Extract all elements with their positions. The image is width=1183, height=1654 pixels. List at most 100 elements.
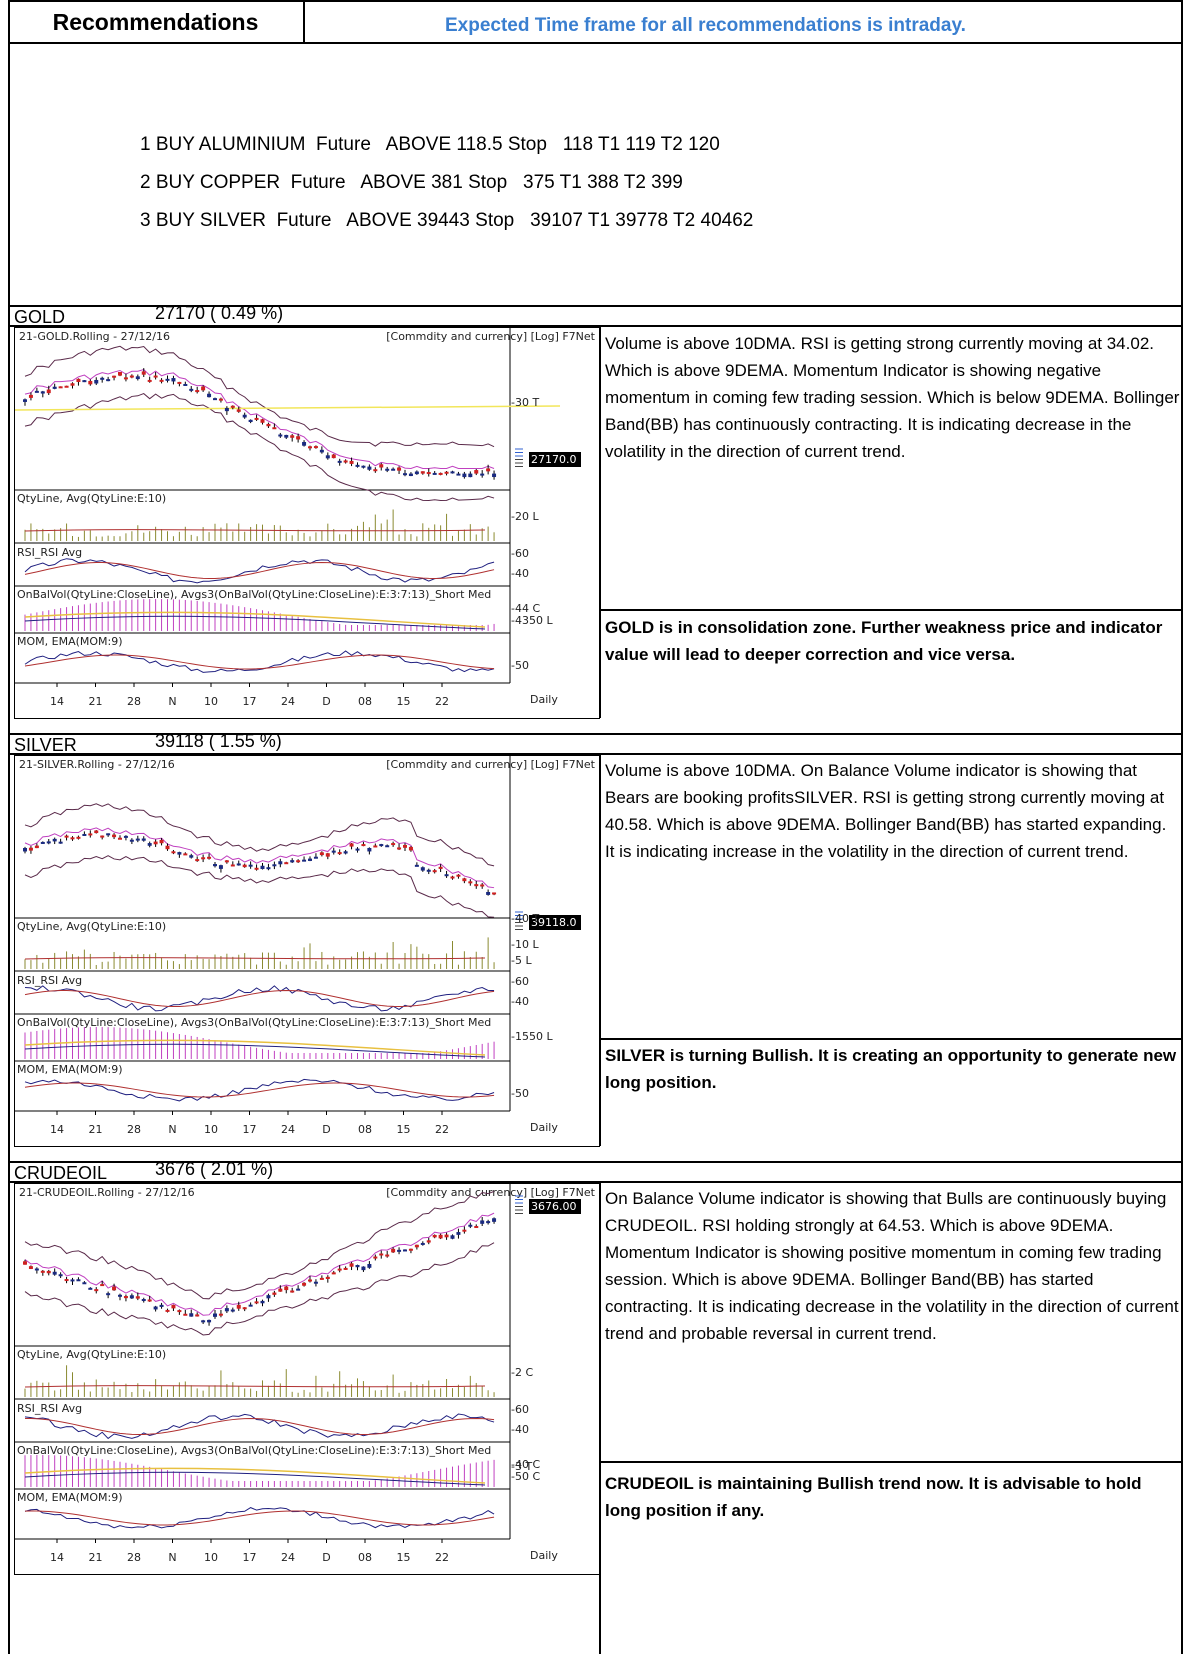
rsi-axis-label: -40 [511, 567, 529, 580]
verdict-rule [599, 609, 1183, 611]
timeframe-note: Expected Time frame for all recommendati… [445, 15, 966, 36]
technical-commentary: On Balance Volume indicator is showing t… [605, 1189, 1179, 1343]
date-tick: 24 [281, 1123, 295, 1136]
rsi-axis-label: -40 [511, 1423, 529, 1436]
date-tick: 28 [127, 1123, 141, 1136]
rsi-panel-label: RSI_RSI Avg [17, 1402, 82, 1415]
date-tick: 17 [243, 695, 257, 708]
technical-commentary: Volume is above 10DMA. RSI is getting st… [605, 334, 1180, 461]
date-tick: 15 [397, 695, 411, 708]
section-rule [8, 1181, 1183, 1183]
rsi-axis-label: -40 [511, 995, 529, 1008]
price-axis-label: -30 T [511, 396, 539, 409]
column-divider [599, 1181, 601, 1654]
date-tick: 15 [397, 1551, 411, 1564]
chart-subtitle: [Commdity and currency] [Log] F7Net [386, 330, 595, 343]
rsi-panel-label: RSI_RSI Avg [17, 546, 82, 559]
trend-verdict: CRUDEOIL is maintaining Bullish trend no… [605, 1474, 1142, 1520]
trend-verdict: GOLD is in consolidation zone. Further w… [605, 618, 1163, 664]
recommendation-item: 3 BUY SILVER Future ABOVE 39443 Stop 391… [140, 210, 754, 231]
recommendation-item: 1 BUY ALUMINIUM Future ABOVE 118.5 Stop … [140, 134, 720, 155]
rsi-panel-label: RSI_RSI Avg [17, 974, 82, 987]
date-tick: 22 [435, 1551, 449, 1564]
obv-panel-label: OnBalVol(QtyLine:CloseLine), Avgs3(OnBal… [17, 588, 491, 601]
date-tick: 10 [204, 1123, 218, 1136]
date-tick: 14 [50, 1123, 64, 1136]
page-frame [8, 0, 1183, 1654]
trend-verdict: SILVER is turning Bullish. It is creatin… [605, 1046, 1177, 1092]
chart-title: 21-GOLD.Rolling - 27/12/16 [19, 330, 170, 343]
period-label: Daily [530, 1549, 558, 1562]
chart-title: 21-SILVER.Rolling - 27/12/16 [19, 758, 175, 771]
mom-panel-label: MOM, EMA(MOM:9) [17, 1491, 123, 1504]
qty-panel-label: QtyLine, Avg(QtyLine:E:10) [17, 920, 166, 933]
price-axis-label: -3 T [511, 1460, 532, 1473]
date-tick: 15 [397, 1123, 411, 1136]
commodity-price: 27170 ( 0.49 %) [155, 303, 284, 323]
qty-panel-label: QtyLine, Avg(QtyLine:E:10) [17, 1348, 166, 1361]
date-tick: 22 [435, 1123, 449, 1136]
recommendation-list: 1 BUY ALUMINIUM Future ABOVE 118.5 Stop … [140, 126, 753, 240]
section-rule [8, 733, 1183, 735]
obv-axis-label: -40 C [511, 1458, 540, 1471]
section-rule [8, 325, 1183, 327]
date-tick: D [322, 1551, 330, 1564]
recommendation-item: 2 BUY COPPER Future ABOVE 381 Stop 375 T… [140, 172, 683, 193]
date-tick: 22 [435, 695, 449, 708]
chart-subtitle: [Commdity and currency] [Log] F7Net [386, 758, 595, 771]
commodity-price: 3676 ( 2.01 %) [155, 1159, 274, 1179]
date-tick: 28 [127, 695, 141, 708]
date-tick: 10 [204, 695, 218, 708]
commodity-name: SILVER [14, 735, 77, 755]
price-chart: 21-SILVER.Rolling - 27/12/16 [Commdity an… [14, 755, 600, 1147]
date-tick: D [322, 1123, 330, 1136]
obv-axis-label: -50 C [511, 1470, 540, 1483]
mom-panel-label: MOM, EMA(MOM:9) [17, 635, 123, 648]
date-tick: 08 [358, 1123, 372, 1136]
technical-commentary: Volume is above 10DMA. On Balance Volume… [605, 761, 1167, 861]
verdict-rule [599, 1461, 1183, 1463]
date-tick: D [322, 695, 330, 708]
section-rule [8, 305, 1183, 307]
obv-panel-label: OnBalVol(QtyLine:CloseLine), Avgs3(OnBal… [17, 1444, 491, 1457]
column-divider [599, 325, 601, 718]
section-rule [8, 753, 1183, 755]
header-bar: Recommendations Expected Time frame for … [8, 0, 1183, 44]
chart-title: 21-CRUDEOIL.Rolling - 27/12/16 [19, 1186, 195, 1199]
date-tick: 21 [89, 695, 103, 708]
obv-axis-label: -1550 L [511, 1030, 553, 1043]
date-tick: 14 [50, 1551, 64, 1564]
date-tick: 17 [243, 1123, 257, 1136]
period-label: Daily [530, 693, 558, 706]
rsi-axis-label: -60 [511, 1403, 529, 1416]
date-tick: 14 [50, 695, 64, 708]
date-tick: N [168, 695, 176, 708]
date-tick: 21 [89, 1551, 103, 1564]
date-tick: 08 [358, 1551, 372, 1564]
price-axis-label: -40 T [511, 912, 539, 925]
obv-axis-label: -44 C [511, 602, 540, 615]
rsi-axis-label: -60 [511, 975, 529, 988]
rsi-axis-label: -60 [511, 547, 529, 560]
mom-panel-label: MOM, EMA(MOM:9) [17, 1063, 123, 1076]
date-tick: 17 [243, 1551, 257, 1564]
date-tick: N [168, 1123, 176, 1136]
verdict-rule [599, 1038, 1183, 1040]
last-price-tag: 27170.0 [531, 453, 577, 466]
commodity-name: CRUDEOIL [14, 1163, 108, 1183]
last-price-tag: 39118.0 [531, 916, 577, 929]
commodity-name: GOLD [14, 307, 66, 327]
mom-axis-label: -50 [511, 1087, 529, 1100]
obv-panel-label: OnBalVol(QtyLine:CloseLine), Avgs3(OnBal… [17, 1016, 491, 1029]
date-tick: 28 [127, 1551, 141, 1564]
date-tick: 24 [281, 695, 295, 708]
mom-axis-label: -50 [511, 659, 529, 672]
date-tick: 10 [204, 1551, 218, 1564]
page-title: Recommendations [8, 2, 305, 42]
price-chart: 21-CRUDEOIL.Rolling - 27/12/16 [Commdity … [14, 1183, 600, 1575]
period-label: Daily [530, 1121, 558, 1134]
date-tick: 21 [89, 1123, 103, 1136]
date-tick: N [168, 1551, 176, 1564]
qty-axis-label: -5 L [511, 954, 532, 967]
column-divider [599, 753, 601, 1146]
